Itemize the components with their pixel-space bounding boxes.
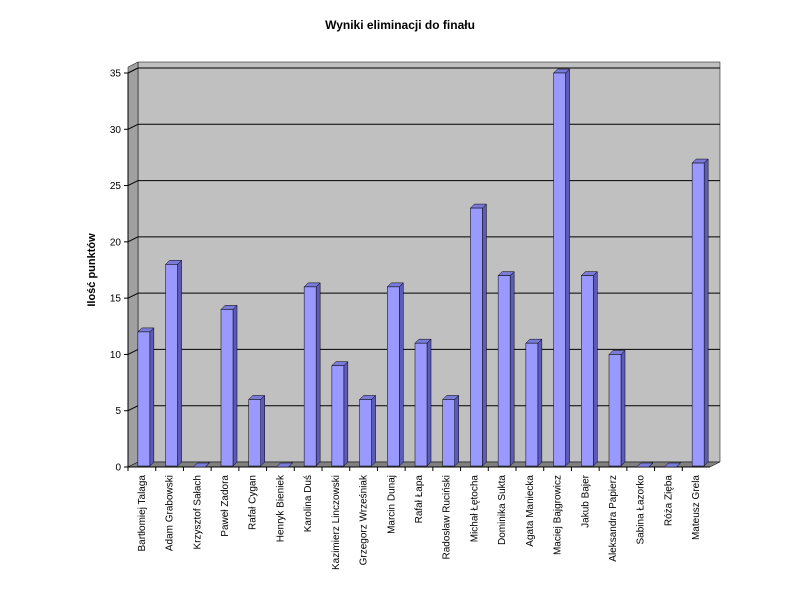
bar-side [232, 304, 238, 467]
y-tick-label: 10 [110, 350, 122, 361]
bar-side [177, 259, 182, 467]
x-tick-label: Kazimierz Linczowski [331, 475, 342, 570]
x-tick-label: Henryk Bieniek [275, 474, 286, 542]
bar-side [537, 338, 543, 467]
bar [442, 399, 455, 467]
x-tick-label: Bartłomiej Talaga [137, 475, 148, 552]
x-tick-label: Dominika Sukta [497, 475, 508, 545]
bar [414, 342, 428, 467]
x-tick-label: Grzegorz Wrześniak [359, 474, 370, 565]
bar-side [482, 203, 487, 467]
bar-top [275, 462, 294, 468]
bar [581, 275, 594, 467]
x-tick-label: Rafał Cygan [248, 475, 259, 530]
x-tick-label: Michał Łętocha [469, 475, 480, 543]
bar-top [192, 462, 210, 468]
chart-title: Wyniki eliminacji do finału [325, 18, 475, 32]
y-tick-label: 0 [115, 463, 121, 474]
bar-side [565, 68, 570, 467]
y-axis-label: Ilość punktów [86, 233, 98, 307]
bar-side [703, 158, 709, 467]
y-tick-label: 20 [110, 237, 122, 248]
bar-side [343, 361, 349, 467]
grid-line [127, 292, 139, 299]
bar [359, 399, 372, 467]
grid-line [127, 236, 139, 243]
bar [165, 264, 178, 467]
bar-side [371, 394, 376, 467]
bar [303, 286, 317, 467]
x-tick-label: Agata Maniecka [525, 475, 536, 547]
bar [608, 354, 622, 467]
bar-side [260, 394, 265, 467]
bar [691, 162, 705, 467]
y-tick-label: 25 [110, 181, 122, 192]
x-tick-label: Krzysztof Sałach [192, 475, 203, 549]
y-tick-label: 30 [110, 125, 122, 136]
y-tick-label: 35 [110, 69, 122, 80]
x-tick-label: Róża Zięba [663, 475, 674, 527]
x-tick-label: Paweł Zadora [220, 475, 231, 537]
bar [470, 207, 483, 467]
x-tick-label: Karolina Duś [303, 475, 314, 532]
bar-side [399, 282, 404, 467]
x-tick-label: Rafał Łapa [414, 475, 425, 524]
x-tick-label: Maciej Bajgrowicz [553, 475, 564, 555]
x-tick-label: Adam Grabowski [165, 475, 176, 551]
grid-line [127, 123, 139, 130]
x-tick-label: Aleksandra Papierz [608, 475, 619, 562]
bar-top [636, 462, 654, 468]
grid-line [127, 405, 139, 412]
bar [553, 72, 566, 467]
bar-side [509, 271, 515, 467]
bar-side [149, 327, 155, 467]
x-tick-label: Radosław Ruciński [442, 475, 453, 559]
bar-side [315, 282, 321, 467]
bar-side [426, 338, 432, 467]
bar [248, 399, 261, 467]
x-tick-label: Sabina Łazorko [636, 475, 647, 545]
x-tick-label: Marcin Dunaj [386, 475, 397, 534]
bar [387, 286, 400, 467]
bar [525, 342, 539, 467]
bar-top [663, 462, 682, 468]
bar-side [593, 271, 598, 467]
bar-side [620, 349, 626, 467]
y-tick-label: 15 [110, 294, 122, 305]
bar [497, 275, 511, 467]
grid-line [127, 67, 139, 74]
x-tick-label: Mateusz Grela [691, 475, 702, 540]
grid-line [127, 348, 139, 355]
bar [220, 309, 234, 467]
x-tick-label: Jakub Bajer [580, 474, 591, 527]
y-tick-label: 5 [115, 406, 121, 417]
bar [137, 331, 151, 467]
grid-line [127, 180, 139, 187]
bar [331, 365, 345, 467]
bar-side [454, 394, 459, 467]
